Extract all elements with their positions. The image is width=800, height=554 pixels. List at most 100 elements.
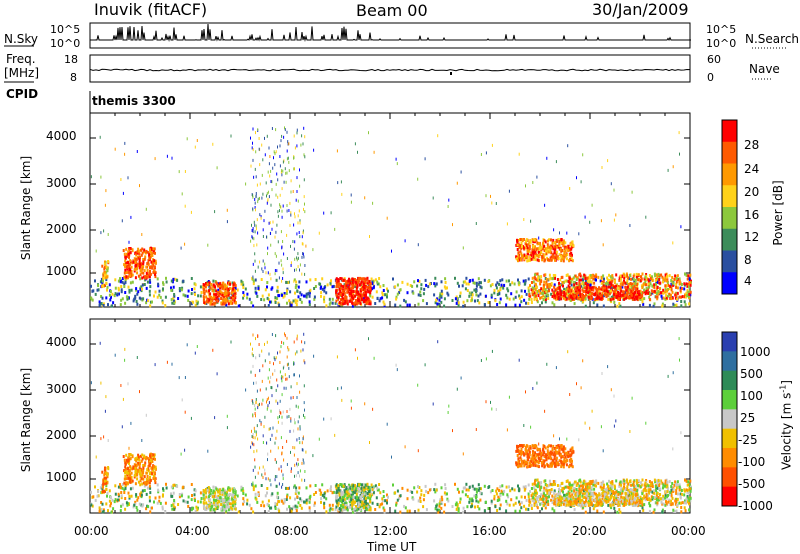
power-colorbar-segment-0: [722, 120, 737, 143]
power-echo: [523, 298, 526, 302]
power-echo: [437, 304, 440, 308]
power-echo: [278, 294, 281, 298]
power-echo: [190, 292, 193, 296]
power-echo: [216, 295, 219, 299]
velocity-echo: [412, 497, 415, 501]
power-echo: [124, 279, 127, 283]
velocity-echo: [587, 486, 590, 490]
velocity-echo: [487, 507, 490, 510]
velocity-echo: [625, 478, 628, 482]
xtick-5: 20:00: [572, 524, 607, 538]
power-echo: [584, 280, 587, 283]
velocity-echo: [562, 449, 565, 453]
power-echo: [575, 282, 578, 285]
velocity-echo: [350, 498, 353, 502]
velocity-echo: [121, 483, 124, 486]
power-echo: [92, 289, 95, 293]
velocity-echo: [552, 496, 555, 500]
velocity-echo: [540, 481, 543, 485]
velocity-echo: [588, 480, 591, 484]
power-echo: [619, 304, 622, 308]
velocity-echo: [602, 490, 605, 494]
vel-cbar-tick-25: 25: [740, 411, 756, 425]
velocity-echo: [466, 495, 469, 498]
power-echo: [150, 260, 153, 264]
power-echo: [571, 253, 573, 257]
power-echo: [218, 282, 221, 286]
velocity-echo: [176, 484, 179, 488]
velocity-echo: [105, 502, 108, 506]
power-echo: [107, 260, 110, 263]
power-echo: [427, 285, 430, 289]
power-echo: [359, 294, 362, 298]
velocity-echo: [490, 499, 493, 503]
power-echo: [571, 287, 574, 291]
velocity-echo: [142, 464, 145, 467]
power-echo: [685, 295, 687, 299]
velocity-echo: [515, 461, 518, 465]
velocity-echo: [369, 499, 372, 502]
velocity-echo: [649, 498, 651, 502]
power-echo: [135, 257, 138, 261]
velocity-echo: [466, 505, 469, 509]
velocity-echo: [626, 480, 629, 484]
velocity-echo: [595, 479, 598, 483]
velocity-echo: [129, 487, 132, 491]
power-echo: [637, 278, 640, 282]
velocity-echo: [124, 486, 127, 490]
velocity-echo: [545, 500, 548, 504]
velocity-echo: [223, 499, 226, 503]
power-echo: [232, 294, 235, 298]
velocity-echo: [441, 498, 444, 502]
power-echo: [208, 298, 211, 302]
velocity-echo: [354, 496, 357, 500]
power-echo: [362, 277, 365, 281]
power-echo: [242, 296, 245, 300]
power-echo: [379, 285, 382, 289]
power-echo: [101, 296, 104, 300]
power-echo: [274, 296, 277, 300]
velocity-echo: [618, 482, 621, 486]
power-echo: [425, 302, 428, 306]
power-echo: [355, 281, 358, 285]
nsky-tick-bottom: 10^0: [50, 37, 81, 50]
power-echo: [611, 286, 614, 290]
power-echo: [229, 296, 232, 300]
power-echo: [525, 292, 528, 296]
velocity-echo: [323, 503, 325, 507]
power-echo: [368, 280, 371, 284]
velocity-echo: [548, 495, 550, 499]
velocity-echo: [679, 492, 682, 496]
power-echo: [127, 270, 130, 274]
xtick-2: 08:00: [274, 524, 309, 538]
power-echo: [536, 272, 539, 276]
power-echo: [105, 282, 108, 285]
velocity-echo: [359, 508, 362, 511]
velocity-echo: [443, 510, 446, 514]
velocity-echo: [243, 500, 246, 503]
velocity-echo: [533, 503, 536, 507]
velocity-echo: [128, 471, 131, 475]
velocity-echo: [661, 510, 664, 514]
power-echo: [548, 285, 551, 289]
power-echo: [152, 263, 155, 267]
velocity-echo: [337, 498, 340, 502]
power-echo: [361, 287, 364, 291]
power-echo: [357, 281, 360, 284]
velocity-echo: [305, 486, 308, 490]
velocity-echo: [471, 504, 474, 508]
power-colorbar-segment-6: [722, 250, 737, 273]
velocity-echo: [519, 456, 522, 460]
velocity-echo: [140, 493, 143, 497]
velocity-echo: [350, 495, 353, 499]
velocity-echo: [550, 489, 553, 493]
velocity-echo: [379, 503, 382, 507]
power-echo: [363, 280, 366, 284]
power-echo: [342, 297, 345, 301]
velocity-echo: [128, 496, 131, 500]
power-echo: [563, 245, 566, 249]
velocity-echo: [443, 491, 446, 495]
power-echo: [685, 291, 688, 295]
velocity-echo: [646, 483, 649, 487]
power-echo: [219, 284, 222, 288]
